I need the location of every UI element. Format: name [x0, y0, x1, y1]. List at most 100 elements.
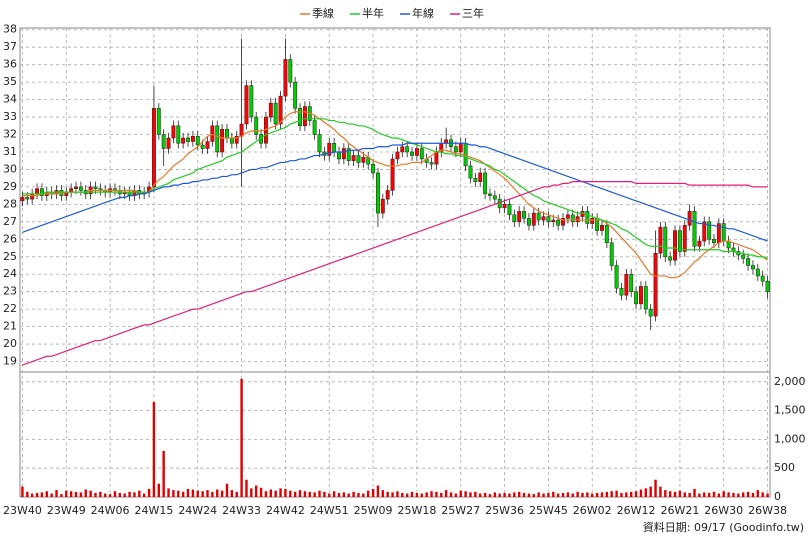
candle-body — [755, 268, 760, 277]
candle-body — [488, 193, 492, 196]
candle-body — [215, 125, 220, 153]
volume-bar — [561, 492, 565, 497]
legend-label: 季線 — [312, 6, 334, 20]
y-tick-label: 31 — [3, 145, 17, 158]
candle-body — [35, 188, 39, 195]
volume-bar — [113, 491, 117, 497]
volume-bar — [147, 488, 151, 497]
candle-body — [570, 214, 575, 223]
volume-bar — [527, 493, 531, 497]
y-tick-label: 28 — [3, 197, 17, 210]
candle-body — [371, 163, 376, 174]
volume-bar — [488, 494, 492, 497]
candle-body — [741, 254, 746, 259]
volume-bar — [698, 493, 701, 497]
y-tick-label: 500 — [774, 461, 795, 474]
volume-bar — [167, 488, 170, 497]
candle-body — [712, 239, 716, 244]
volume-bar — [133, 492, 136, 497]
y-tick-label: 26 — [3, 232, 17, 245]
candle-body — [590, 218, 595, 224]
volume-bar — [503, 492, 506, 497]
candle-body — [453, 146, 458, 153]
volume-bar — [206, 490, 209, 497]
candle-body — [166, 137, 171, 149]
y-tick-label: 25 — [3, 250, 17, 263]
volume-bar — [678, 490, 682, 497]
y-tick-label: 36 — [3, 58, 17, 71]
candle-body — [536, 212, 541, 221]
x-tick-label: 23W40 — [3, 504, 42, 517]
volume-bar — [65, 490, 68, 497]
volume-bar — [196, 490, 199, 497]
candle-body — [278, 95, 283, 125]
x-tick-label: 26W38 — [748, 504, 787, 517]
volume-bar — [615, 490, 618, 497]
candle-body — [473, 177, 478, 182]
candle-body — [643, 286, 648, 310]
candle-body — [25, 197, 30, 200]
volume-bar — [284, 488, 287, 497]
candle-body — [210, 125, 215, 142]
volume-bar — [245, 479, 248, 497]
volume-bar — [50, 493, 53, 497]
volume-bar — [269, 489, 273, 497]
volume-bar — [751, 492, 755, 497]
volume-bar — [464, 491, 467, 497]
candle-body — [692, 211, 697, 247]
y-tick-label: 1,500 — [774, 404, 806, 417]
volume-bar — [89, 490, 92, 497]
volume-bar — [625, 492, 628, 497]
y-tick-label: 19 — [3, 355, 17, 368]
x-tick-label: 26W02 — [573, 504, 612, 517]
volume-bar — [177, 490, 180, 497]
plot-frame — [19, 27, 771, 498]
candle-body — [249, 85, 254, 118]
volume-bar — [410, 491, 414, 497]
volume-bar — [274, 490, 277, 497]
volume-bar — [250, 488, 253, 497]
candle-body — [78, 186, 83, 191]
candle-body — [492, 195, 497, 200]
volume-bar — [357, 492, 360, 497]
candle-body — [561, 218, 565, 226]
volume-bar — [586, 492, 589, 497]
volume-bar — [605, 491, 609, 497]
candle-body — [556, 219, 561, 226]
volume-bar — [396, 491, 399, 497]
candle-body — [629, 273, 634, 292]
candle-body — [458, 142, 463, 153]
candle-body — [721, 223, 726, 242]
volume-bar — [84, 489, 87, 497]
y-tick-label: 0 — [774, 490, 781, 503]
ma-line — [22, 142, 768, 242]
candle-body — [186, 137, 190, 142]
volume-bar — [668, 491, 672, 497]
volume-bar — [746, 491, 750, 497]
volume-bar — [45, 491, 48, 497]
volume-bar — [483, 492, 487, 497]
y-tick-label: 20 — [3, 337, 17, 350]
candle-body — [298, 108, 302, 127]
candle-body — [171, 125, 176, 139]
x-tick-label: 25W36 — [485, 504, 524, 517]
y-tick-label: 30 — [3, 162, 17, 175]
candle-body — [341, 148, 346, 160]
candle-body — [225, 129, 229, 139]
candle-body — [244, 85, 249, 125]
candle-body — [161, 134, 166, 149]
volume-bar — [707, 492, 711, 497]
candle-body — [765, 280, 770, 292]
volume-bar — [430, 491, 433, 497]
y-tick-label: 27 — [3, 215, 17, 228]
y-tick-label: 23 — [3, 285, 17, 298]
candle-body — [565, 214, 570, 219]
volume-bar — [342, 492, 346, 497]
volume-bar — [576, 491, 579, 497]
volume-bar — [279, 488, 282, 497]
candle-body — [507, 204, 512, 216]
volume-bar — [688, 492, 691, 497]
volume-bar — [60, 494, 63, 497]
volume-bar — [513, 492, 516, 497]
legend-label: 半年 — [362, 6, 384, 20]
